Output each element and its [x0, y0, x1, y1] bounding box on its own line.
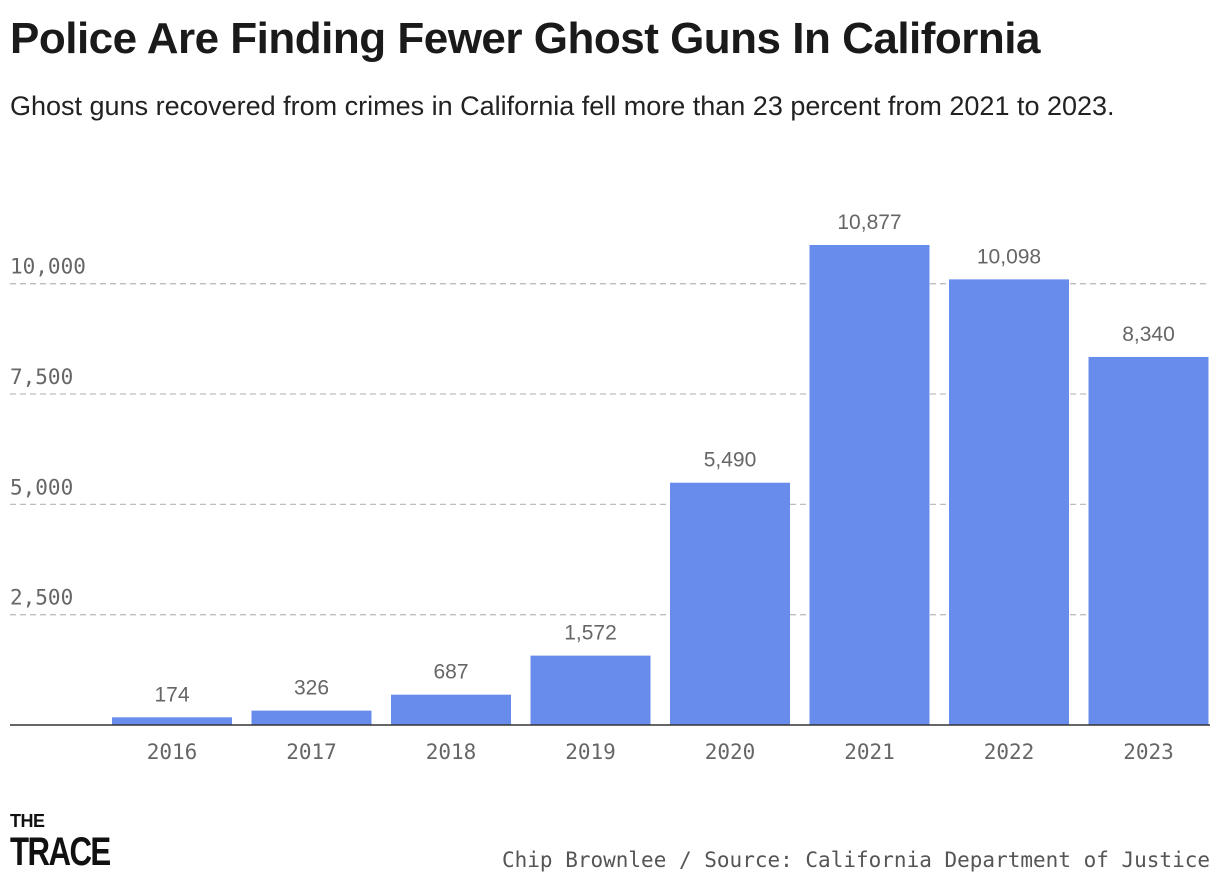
x-tick-label: 2017 [286, 740, 337, 764]
bar-value-label: 687 [433, 661, 468, 684]
bar [530, 655, 651, 725]
bar [809, 245, 930, 725]
bar [1088, 356, 1209, 725]
bar-value-label: 5,490 [704, 449, 757, 472]
y-tick-label: 10,000 [10, 255, 86, 279]
bar [391, 694, 511, 725]
chart-subtitle: Ghost guns recovered from crimes in Cali… [10, 91, 1115, 121]
bar [251, 710, 372, 725]
x-tick-label: 2019 [565, 740, 616, 764]
bar-value-label: 1,572 [564, 622, 617, 645]
chart-title: Police Are Finding Fewer Ghost Guns In C… [10, 14, 1041, 63]
x-tick-label: 2023 [1123, 740, 1174, 764]
bar-value-label: 8,340 [1122, 323, 1175, 346]
x-tick-label: 2021 [844, 740, 895, 764]
bar-value-label: 174 [154, 683, 189, 706]
source-credit: Chip Brownlee / Source: California Depar… [501, 848, 1210, 872]
x-tick-label: 2018 [426, 740, 477, 764]
y-tick-label: 2,500 [10, 586, 73, 610]
logo-line-1: THE [10, 811, 45, 831]
y-tick-label: 5,000 [10, 475, 73, 499]
bar-value-label: 10,098 [977, 245, 1041, 268]
bar-value-label: 10,877 [837, 211, 901, 234]
x-tick-label: 2016 [147, 740, 198, 764]
bar [112, 717, 232, 725]
x-tick-label: 2022 [984, 740, 1035, 764]
bar [670, 482, 790, 725]
logo-line-2: TRACE [10, 830, 111, 874]
bar-value-label: 326 [294, 677, 329, 700]
the-trace-logo: THE TRACE [10, 812, 138, 872]
y-tick-label: 7,500 [10, 365, 73, 389]
bar [949, 279, 1069, 725]
x-tick-label: 2020 [705, 740, 756, 764]
